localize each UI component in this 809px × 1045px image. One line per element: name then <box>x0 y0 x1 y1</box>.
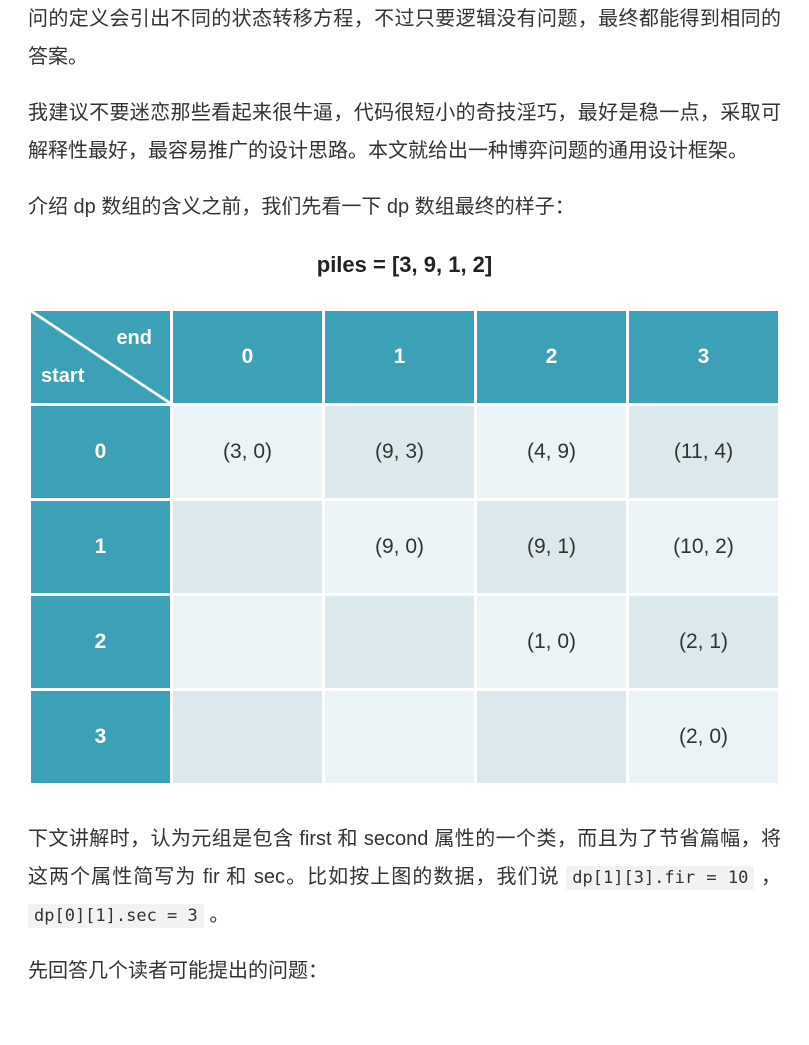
table-row: 3 (2, 0) <box>30 689 780 784</box>
row-header: 2 <box>30 594 172 689</box>
row-header: 3 <box>30 689 172 784</box>
table-row: 2 (1, 0) (2, 1) <box>30 594 780 689</box>
dp-cell <box>324 594 476 689</box>
paragraph-questions: 先回答几个读者可能提出的问题： <box>28 952 781 990</box>
dp-cell: (1, 0) <box>476 594 628 689</box>
paragraph-dp-intro: 介绍 dp 数组的含义之前，我们先看一下 dp 数组最终的样子： <box>28 188 781 226</box>
col-header: 3 <box>628 309 780 404</box>
dp-cell: (2, 0) <box>628 689 780 784</box>
table-row: 1 (9, 0) (9, 1) (10, 2) <box>30 499 780 594</box>
paragraph-explain: 下文讲解时，认为元组是包含 first 和 second 属性的一个类，而且为了… <box>28 820 781 934</box>
inline-code: dp[1][3].fir = 10 <box>566 866 754 890</box>
dp-cell <box>324 689 476 784</box>
dp-cell: (4, 9) <box>476 404 628 499</box>
dp-cell: (10, 2) <box>628 499 780 594</box>
dp-cell: (11, 4) <box>628 404 780 499</box>
text-span: ， <box>754 866 781 888</box>
dp-cell <box>172 689 324 784</box>
dp-cell: (2, 1) <box>628 594 780 689</box>
col-header: 0 <box>172 309 324 404</box>
dp-cell: (9, 3) <box>324 404 476 499</box>
dp-table: end start 0 1 2 3 0 (3, 0) (9, 3) (4, 9)… <box>28 308 781 786</box>
diagram-title: piles = [3, 9, 1, 2] <box>28 244 781 286</box>
dp-cell: (9, 1) <box>476 499 628 594</box>
col-header: 1 <box>324 309 476 404</box>
dp-cell: (9, 0) <box>324 499 476 594</box>
paragraph-intro-partial: 问的定义会引出不同的状态转移方程，不过只要逻辑没有问题，最终都能得到相同的答案。 <box>28 0 781 76</box>
inline-code: dp[0][1].sec = 3 <box>28 904 204 928</box>
table-corner-cell: end start <box>30 309 172 404</box>
table-row: 0 (3, 0) (9, 3) (4, 9) (11, 4) <box>30 404 780 499</box>
dp-cell <box>172 594 324 689</box>
dp-cell: (3, 0) <box>172 404 324 499</box>
paragraph-advice: 我建议不要迷恋那些看起来很牛逼，代码很短小的奇技淫巧，最好是稳一点，采取可解释性… <box>28 94 781 170</box>
row-header: 1 <box>30 499 172 594</box>
corner-label-start: start <box>41 357 84 395</box>
row-header: 0 <box>30 404 172 499</box>
dp-cell <box>172 499 324 594</box>
text-span: 。 <box>204 904 230 926</box>
col-header: 2 <box>476 309 628 404</box>
corner-label-end: end <box>116 319 152 357</box>
dp-cell <box>476 689 628 784</box>
